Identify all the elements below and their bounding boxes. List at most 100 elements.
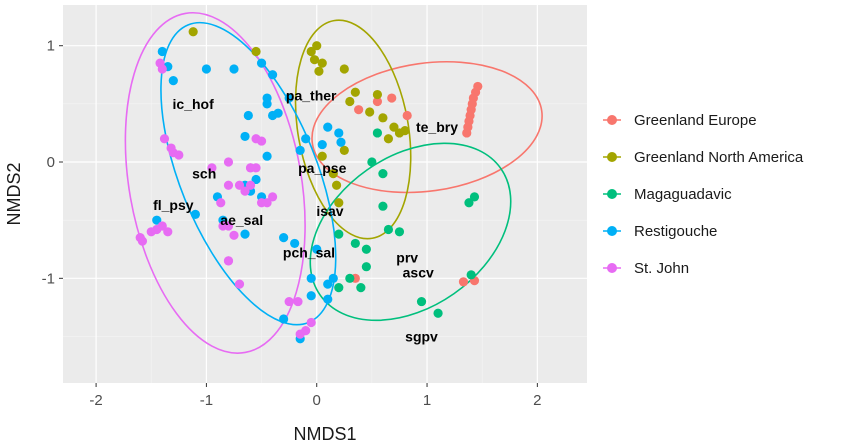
point-greenland-north-america (188, 27, 198, 37)
x-axis-title: NMDS1 (293, 424, 356, 444)
x-tick-label: 0 (313, 392, 321, 409)
point-st-john (223, 221, 234, 231)
point-restigouche (157, 46, 167, 57)
legend-label: St. John (634, 260, 689, 277)
x-tick-label: -2 (89, 392, 102, 409)
point-st-john (135, 233, 145, 243)
ellipse-magaguadavic (309, 142, 512, 322)
point-magaguadavic (383, 224, 394, 235)
point-greenland-north-america (328, 169, 338, 179)
label-pch-sal: pch_sal (283, 245, 335, 261)
label-ic-hof: ic_hof (173, 96, 215, 112)
point-st-john (234, 279, 245, 289)
point-magaguadavic (361, 262, 371, 272)
point-restigouche (240, 229, 250, 239)
label-prv: prv (396, 249, 418, 265)
point-st-john (229, 230, 239, 240)
point-magaguadavic (345, 273, 355, 283)
point-st-john (159, 134, 170, 144)
point-st-john (306, 317, 316, 328)
point-st-john (284, 296, 294, 307)
point-magaguadavic (378, 201, 388, 211)
point-greenland-north-america (372, 89, 382, 100)
point-magaguadavic (334, 283, 344, 293)
ellipse-greenland-europe (311, 60, 543, 194)
point-restigouche (262, 99, 272, 109)
point-greenland-europe (372, 96, 382, 107)
point-restigouche (301, 134, 311, 144)
point-restigouche (312, 244, 322, 254)
point-st-john (295, 329, 305, 339)
point-greenland-north-america (309, 55, 320, 65)
point-greenland-north-america (350, 87, 360, 97)
point-restigouche (152, 215, 162, 225)
point-restigouche (229, 64, 239, 74)
point-magaguadavic (378, 169, 388, 179)
point-restigouche (306, 291, 316, 301)
point-restigouche (336, 137, 346, 147)
point-restigouche (256, 58, 267, 68)
x-tick-label: 2 (533, 392, 541, 409)
data-points (135, 27, 483, 344)
label-fl-psy: fl_psy (153, 197, 194, 213)
plot-panel (63, 5, 587, 383)
point-magaguadavic (469, 192, 480, 202)
point-restigouche (190, 209, 200, 219)
point-greenland-north-america (383, 134, 394, 144)
legend-key-point (607, 226, 617, 236)
point-restigouche (251, 174, 261, 185)
point-st-john (293, 296, 303, 307)
point-greenland-north-america (334, 198, 344, 208)
point-st-john (157, 64, 167, 74)
ellipse-st-john (124, 11, 306, 354)
point-greenland-north-america (378, 113, 388, 123)
point-greenland-north-america (339, 145, 349, 155)
y-tick-label: 0 (47, 154, 55, 171)
point-magaguadavic (466, 270, 476, 280)
point-restigouche (317, 139, 327, 150)
point-st-john (234, 180, 245, 190)
point-st-john (245, 163, 256, 173)
point-magaguadavic (356, 283, 366, 293)
point-greenland-europe (462, 128, 472, 138)
point-greenland-north-america (400, 126, 410, 136)
label-ascv: ascv (403, 265, 434, 281)
point-greenland-north-america (365, 107, 375, 117)
point-greenland-north-america (331, 180, 342, 190)
point-st-john (262, 198, 272, 208)
point-magaguadavic (464, 198, 474, 208)
point-magaguadavic (394, 227, 405, 237)
label-sch: sch (192, 166, 216, 182)
point-restigouche (295, 145, 305, 155)
point-greenland-europe (387, 93, 397, 103)
legend-label: Greenland North America (634, 149, 804, 166)
point-greenland-north-america (306, 46, 316, 57)
x-tick-label: 1 (423, 392, 431, 409)
point-st-john (216, 198, 226, 208)
point-magaguadavic (372, 128, 382, 138)
y-axis-title: NMDS2 (4, 162, 24, 225)
point-greenland-europe (402, 110, 412, 121)
legend-key-point (607, 152, 617, 162)
point-restigouche (262, 151, 272, 161)
point-restigouche (290, 238, 300, 249)
point-magaguadavic (367, 157, 377, 167)
point-st-john (163, 227, 173, 237)
label-te-bry: te_bry (416, 119, 458, 135)
legend-label: Magaguadavic (634, 186, 732, 203)
point-st-john (174, 150, 184, 160)
point-restigouche (334, 128, 344, 138)
y-tick-label: 1 (47, 38, 55, 55)
axis-ticks: -2 -1 0 1 2 -1 0 1 (42, 38, 542, 409)
label-sgpv: sgpv (405, 328, 438, 344)
x-tick-label: -1 (200, 392, 213, 409)
point-magaguadavic (433, 308, 443, 318)
label-ae-sal: ae_sal (220, 212, 263, 228)
point-magaguadavic (334, 229, 344, 239)
point-greenland-north-america (389, 122, 399, 132)
point-st-john (223, 157, 234, 167)
point-greenland-north-america (317, 58, 327, 68)
point-magaguadavic (416, 296, 427, 307)
